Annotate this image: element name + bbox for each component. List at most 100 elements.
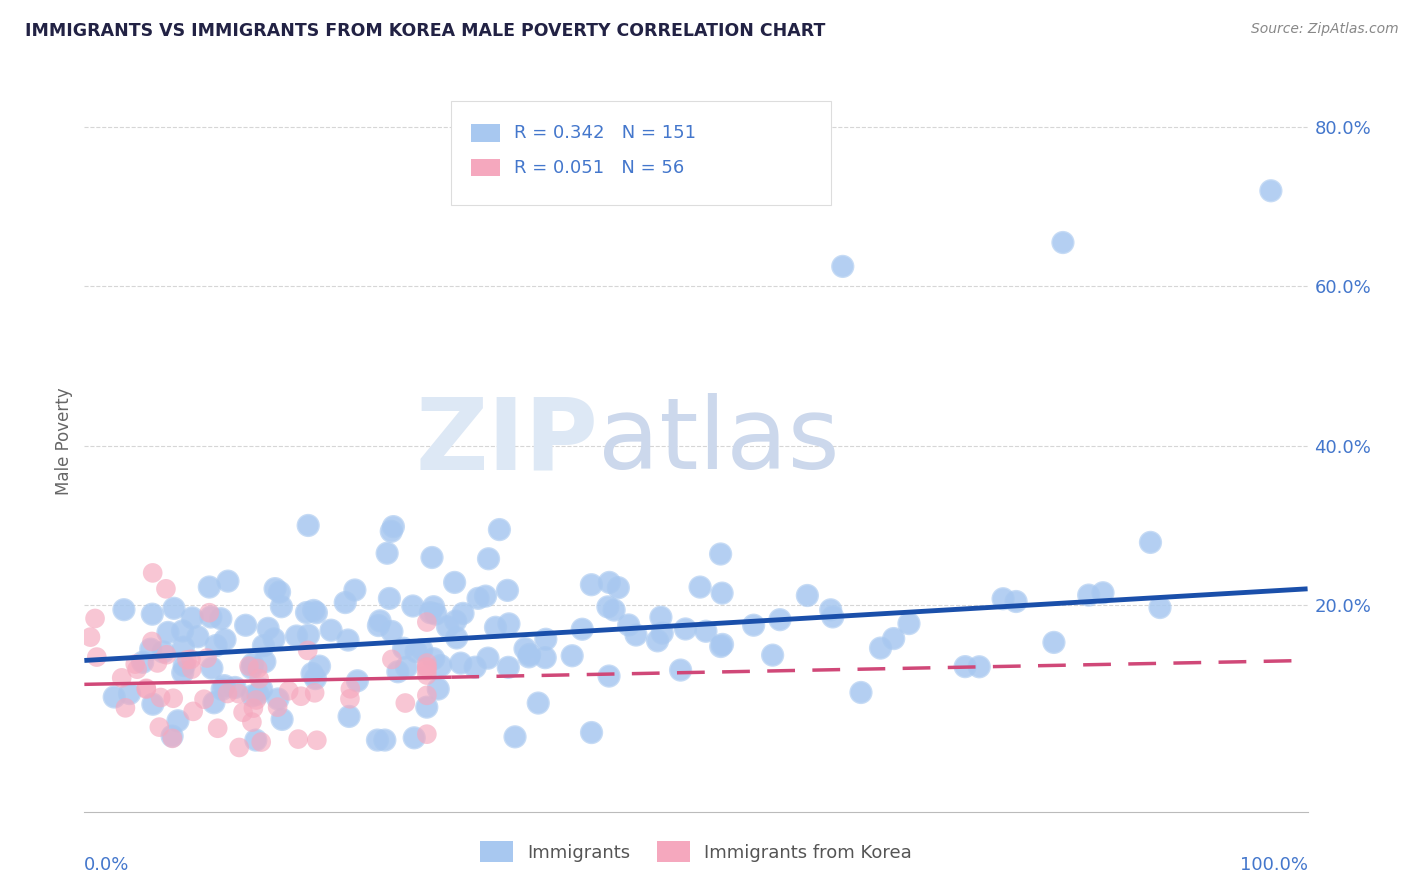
Point — [498, 616, 520, 631]
Point — [201, 661, 224, 675]
Point — [953, 659, 976, 673]
Point — [467, 591, 489, 606]
Point — [367, 618, 389, 632]
Point — [172, 624, 194, 638]
Point — [266, 700, 288, 714]
Point — [420, 550, 443, 565]
Point — [387, 665, 409, 679]
Point — [711, 637, 734, 651]
Point — [1091, 586, 1114, 600]
Point — [253, 655, 276, 669]
Point — [141, 607, 163, 622]
Point — [235, 618, 257, 632]
Point — [446, 631, 468, 645]
Point — [79, 630, 101, 644]
Point — [710, 640, 733, 654]
Point — [152, 645, 174, 659]
Point — [444, 614, 467, 628]
Point — [224, 681, 246, 695]
Point — [498, 660, 520, 674]
Point — [176, 653, 198, 667]
Point — [160, 729, 183, 743]
Point — [240, 689, 263, 703]
FancyBboxPatch shape — [451, 101, 831, 204]
Point — [180, 652, 202, 666]
Point — [411, 642, 433, 657]
Point — [139, 642, 162, 657]
Point — [451, 607, 474, 621]
Point — [148, 720, 170, 734]
Point — [380, 524, 402, 539]
FancyBboxPatch shape — [471, 124, 501, 142]
Text: 0.0%: 0.0% — [84, 856, 129, 874]
Point — [762, 648, 785, 662]
Point — [1005, 594, 1028, 608]
Point — [411, 642, 433, 657]
Point — [598, 575, 620, 590]
Point — [211, 682, 233, 697]
Point — [114, 701, 136, 715]
Point — [156, 625, 179, 640]
Point — [647, 633, 669, 648]
Point — [477, 551, 499, 566]
Point — [111, 671, 134, 685]
Point — [193, 692, 215, 706]
Point — [202, 696, 225, 710]
Point — [1139, 535, 1161, 549]
Point — [242, 657, 264, 671]
Point — [337, 709, 360, 723]
Point — [224, 681, 246, 695]
Point — [155, 582, 177, 596]
Point — [156, 625, 179, 640]
Point — [416, 656, 439, 670]
Text: Source: ZipAtlas.com: Source: ZipAtlas.com — [1251, 22, 1399, 37]
Point — [181, 611, 204, 625]
Point — [297, 643, 319, 657]
Point — [240, 715, 263, 730]
Point — [416, 727, 439, 741]
Point — [496, 583, 519, 598]
Point — [444, 614, 467, 628]
Point — [378, 591, 401, 606]
Point — [167, 714, 190, 728]
Point — [689, 580, 711, 594]
Point — [228, 740, 250, 755]
Point — [831, 260, 853, 274]
Point — [240, 661, 263, 675]
Point — [198, 580, 221, 594]
Point — [163, 601, 186, 615]
Point — [367, 618, 389, 632]
Point — [242, 657, 264, 671]
Point — [849, 685, 872, 699]
Point — [139, 642, 162, 657]
Point — [513, 641, 536, 656]
Point — [103, 690, 125, 704]
Point — [346, 673, 368, 688]
Point — [214, 632, 236, 647]
Point — [381, 624, 404, 639]
Text: R = 0.051   N = 56: R = 0.051 N = 56 — [513, 159, 683, 177]
Point — [527, 696, 550, 710]
Point — [167, 714, 190, 728]
Point — [297, 628, 319, 642]
Point — [337, 709, 360, 723]
Point — [517, 649, 540, 664]
Point — [112, 603, 135, 617]
Point — [264, 582, 287, 596]
Point — [484, 620, 506, 634]
Point — [1043, 635, 1066, 649]
Point — [711, 586, 734, 600]
Point — [217, 574, 239, 589]
Point — [651, 626, 673, 640]
Point — [375, 546, 398, 560]
Text: 100.0%: 100.0% — [1240, 856, 1308, 874]
Point — [304, 672, 326, 686]
Point — [710, 640, 733, 654]
Text: ZIP: ZIP — [415, 393, 598, 490]
Point — [131, 655, 153, 669]
Point — [202, 696, 225, 710]
Point — [443, 575, 465, 590]
Point — [267, 692, 290, 706]
Point — [422, 599, 444, 614]
Point — [498, 660, 520, 674]
